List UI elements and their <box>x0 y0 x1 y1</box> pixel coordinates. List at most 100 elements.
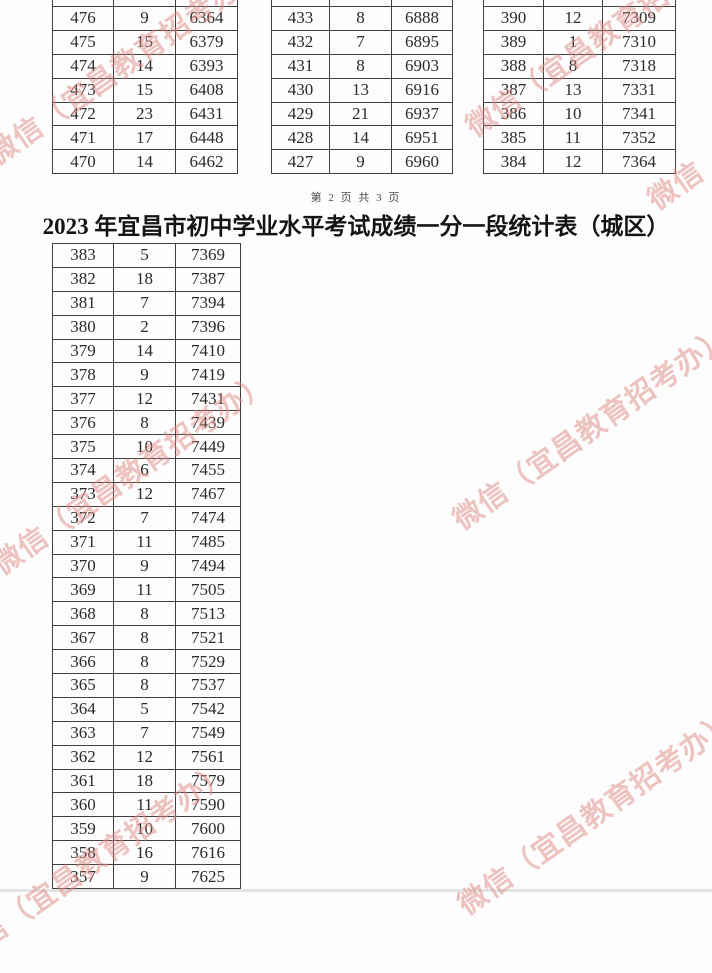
table-cell: 377 <box>52 386 114 412</box>
table-cell: 11 <box>113 577 176 603</box>
table-row: 367 8 7521 <box>52 625 241 651</box>
table-cell: 6431 <box>175 101 238 127</box>
table-cell: 10 <box>113 434 176 460</box>
table-cell: 6916 <box>391 77 453 103</box>
table-cell: 375 <box>52 434 114 460</box>
table-cell: 376 <box>52 410 114 436</box>
table-cell: 7 <box>113 505 176 531</box>
table-cell: 2 <box>113 314 176 340</box>
table-cell: 5 <box>113 696 176 722</box>
table-cell: 7474 <box>175 505 241 531</box>
table-cell: 7331 <box>602 77 676 103</box>
table-cell: 370 <box>52 553 114 579</box>
table-cell: 8 <box>113 410 176 436</box>
table-cell: 385 <box>483 125 544 151</box>
table-row: 377 12 7431 <box>52 386 241 412</box>
table-cell: 11 <box>113 792 176 818</box>
table-row: 475 15 6379 <box>52 29 238 55</box>
table-cell: 360 <box>52 792 114 818</box>
table-row: 382 18 7387 <box>52 266 241 292</box>
table-cell: 7529 <box>175 649 241 675</box>
table-row: 373 12 7467 <box>52 481 241 507</box>
table-cell: 471 <box>52 125 114 151</box>
table-cell: 8 <box>113 673 176 698</box>
table-cell: 430 <box>271 77 330 103</box>
page-bottom-edge <box>0 889 712 892</box>
table-cell: 6393 <box>175 53 238 79</box>
table-row: 359 10 7600 <box>52 816 241 842</box>
table-row: 476 9 6364 <box>52 6 238 31</box>
table-cell: 7455 <box>175 458 241 483</box>
table-cell: 23 <box>113 101 176 127</box>
table-cell: 389 <box>483 29 544 55</box>
table-cell: 372 <box>52 505 114 531</box>
table-cell: 362 <box>52 744 114 770</box>
table-row: 383 5 7369 <box>52 243 241 268</box>
table-cell: 359 <box>52 816 114 842</box>
table-cell: 429 <box>271 101 330 127</box>
table-row: 388 8 7318 <box>483 53 676 79</box>
table-cell: 9 <box>113 362 176 388</box>
score-table-top-left: 476 9 6364 475 15 6379 474 14 6393 473 15 6408 472 23… <box>52 0 238 175</box>
table-row: 368 8 7513 <box>52 601 241 627</box>
table-cell: 6888 <box>391 6 453 31</box>
table-cell: 7352 <box>602 125 676 151</box>
table-row: 375 10 7449 <box>52 434 241 460</box>
table-cell: 373 <box>52 481 114 507</box>
table-cell: 390 <box>483 6 544 31</box>
table-cell: 380 <box>52 314 114 340</box>
table-cell: 431 <box>271 53 330 79</box>
table-row: 378 9 7419 <box>52 362 241 388</box>
table-cell: 383 <box>52 243 114 268</box>
table-cell: 7396 <box>175 314 241 340</box>
table-row: 362 12 7561 <box>52 744 241 770</box>
table-row: 380 2 7396 <box>52 314 241 340</box>
table-cell: 367 <box>52 625 114 651</box>
table-cell: 369 <box>52 577 114 603</box>
table-cell: 7467 <box>175 481 241 507</box>
watermark-text: 微信（宜昌教育招考办） <box>447 321 712 537</box>
table-row: 473 15 6408 <box>52 77 238 103</box>
table-cell: 14 <box>113 53 176 79</box>
table-cell: 6951 <box>391 125 453 151</box>
table-cell: 366 <box>52 649 114 675</box>
table-cell: 8 <box>329 6 392 31</box>
table-cell: 7625 <box>175 864 241 890</box>
table-cell: 14 <box>113 338 176 364</box>
table-cell: 6 <box>113 458 176 483</box>
table-row: 361 18 7579 <box>52 768 241 794</box>
table-cell: 384 <box>483 149 544 175</box>
table-cell: 10 <box>113 816 176 842</box>
table-cell: 7549 <box>175 720 241 746</box>
table-row: 474 14 6393 <box>52 53 238 79</box>
table-cell: 18 <box>113 266 176 292</box>
table-cell: 13 <box>329 77 392 103</box>
score-table-main: 383 5 7369 382 18 7387 381 7 7394 380 2 7396 379 14 74… <box>52 243 241 890</box>
table-row: 428 14 6951 <box>271 125 453 151</box>
document-title: 2023 年宜昌市初中学业水平考试成绩一分一段统计表（城区） <box>42 214 670 239</box>
table-cell: 379 <box>52 338 114 364</box>
table-cell: 7 <box>113 720 176 746</box>
table-cell: 7542 <box>175 696 241 722</box>
table-cell: 365 <box>52 673 114 698</box>
table-cell: 7590 <box>175 792 241 818</box>
table-cell: 14 <box>113 149 176 175</box>
table-cell: 475 <box>52 29 114 55</box>
table-cell: 388 <box>483 53 544 79</box>
table-cell: 9 <box>113 864 176 890</box>
table-cell: 433 <box>271 6 330 31</box>
table-cell: 474 <box>52 53 114 79</box>
table-row: 472 23 6431 <box>52 101 238 127</box>
table-row: 363 7 7549 <box>52 720 241 746</box>
table-cell: 6448 <box>175 125 238 151</box>
table-cell: 9 <box>329 149 392 175</box>
table-cell: 7505 <box>175 577 241 603</box>
table-cell: 8 <box>113 601 176 627</box>
table-row: 381 7 7394 <box>52 290 241 316</box>
table-cell: 1 <box>543 29 603 55</box>
table-cell: 13 <box>543 77 603 103</box>
table-cell: 7318 <box>602 53 676 79</box>
table-cell: 374 <box>52 458 114 483</box>
table-cell: 7521 <box>175 625 241 651</box>
table-row: 430 13 6916 <box>271 77 453 103</box>
